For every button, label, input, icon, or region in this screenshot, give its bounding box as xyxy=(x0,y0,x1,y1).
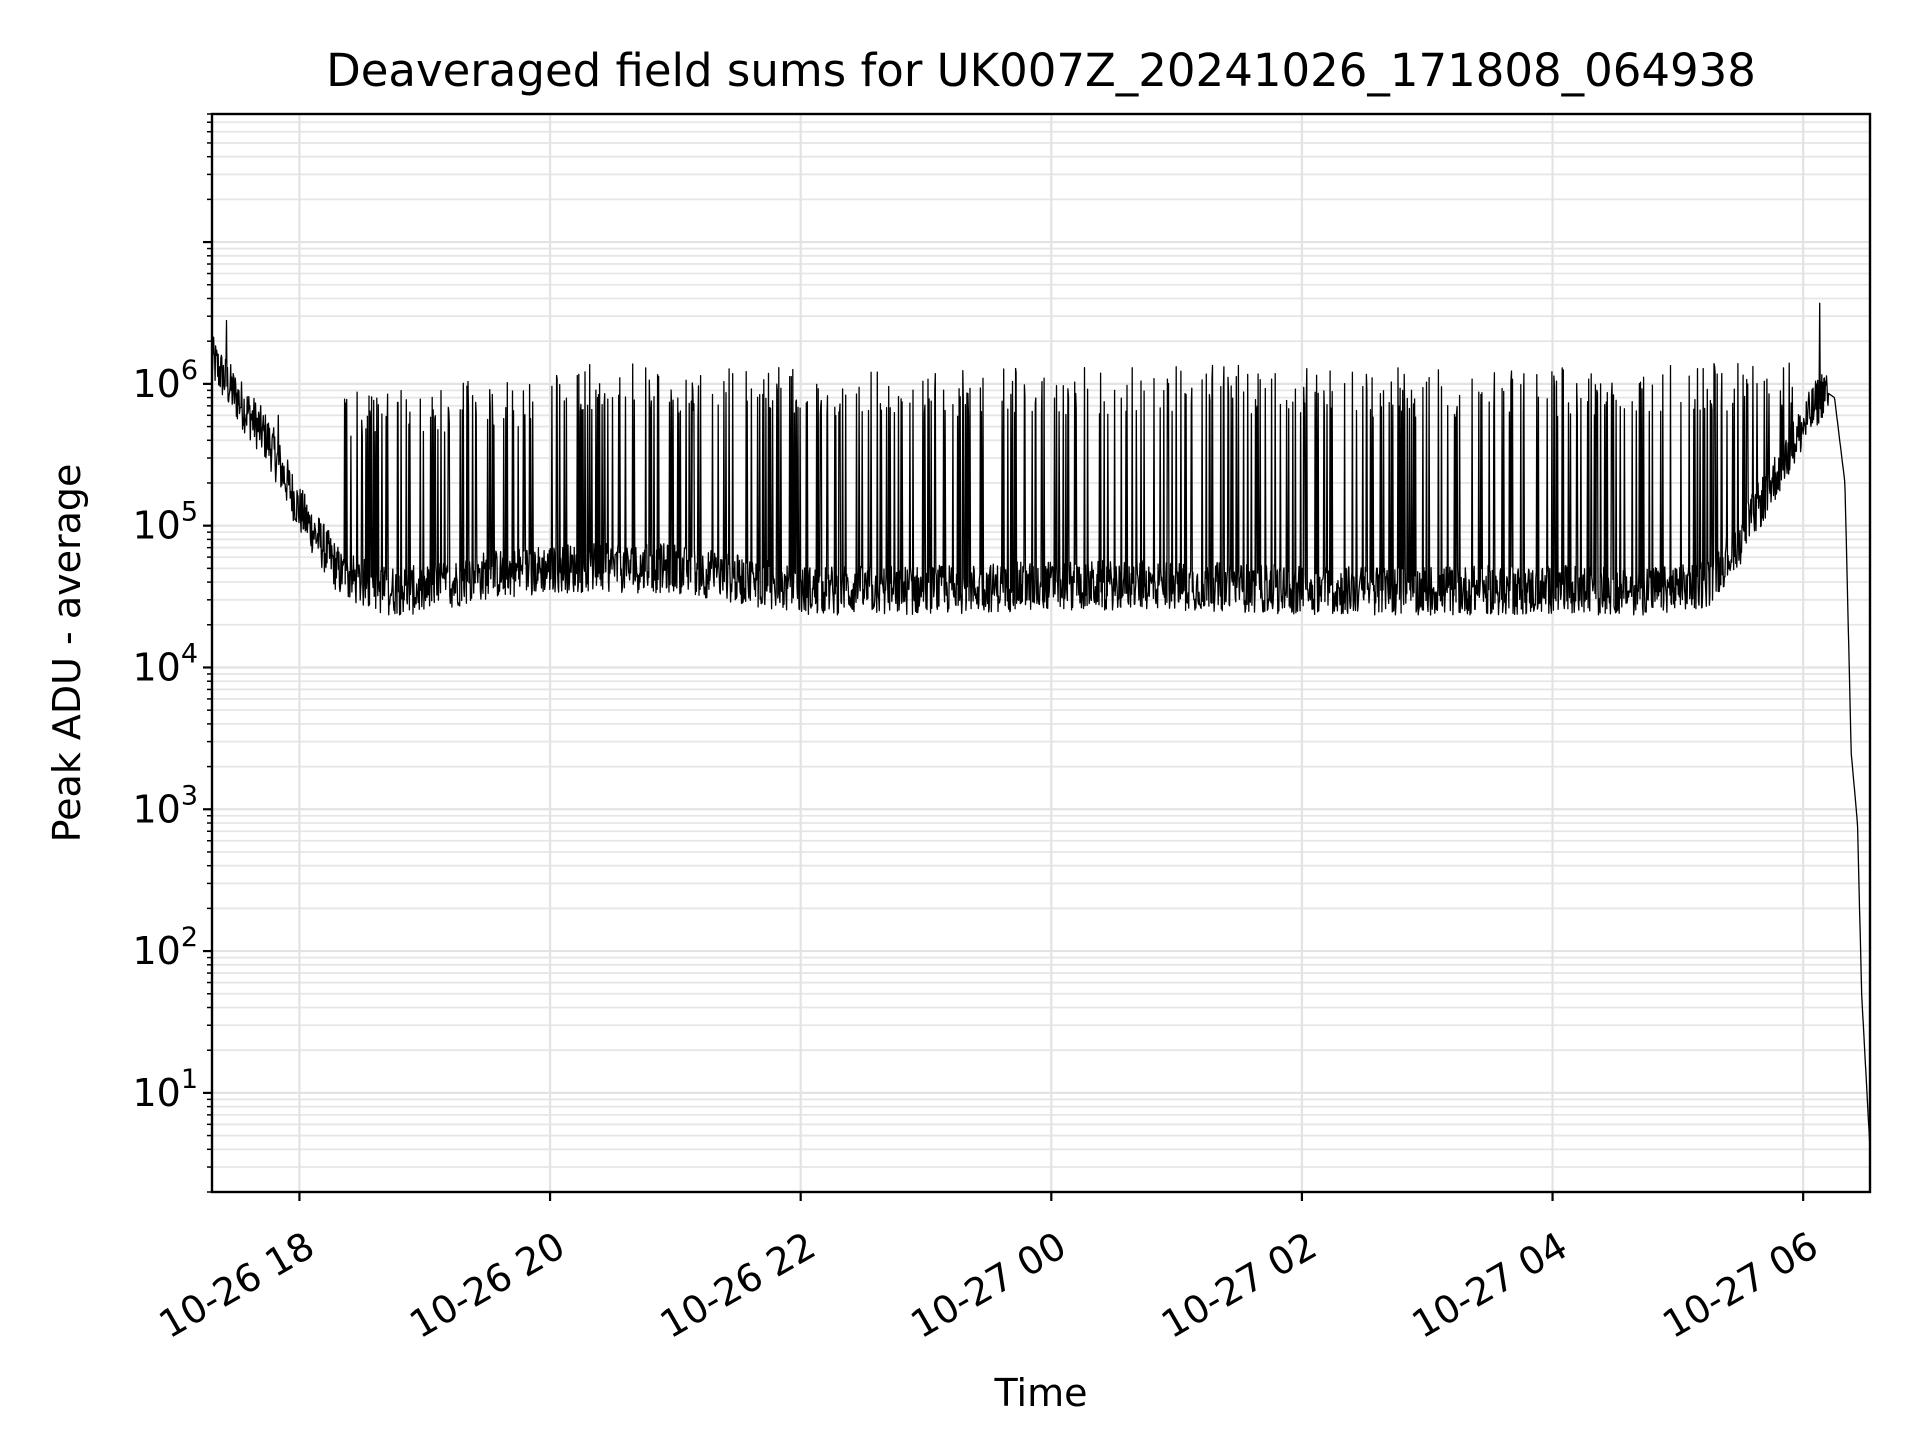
plot-area-frame xyxy=(210,112,1872,1194)
y-tick-label: 106 xyxy=(132,355,198,406)
series-layer xyxy=(211,302,1871,1150)
y-axis-label: Peak ADU - average xyxy=(45,464,89,843)
y-tick-label: 101 xyxy=(132,1064,198,1115)
x-tick-label: 10-27 00 xyxy=(903,1223,1073,1347)
chart-title: Deaveraged field sums for UK007Z_2024102… xyxy=(326,44,1756,97)
minor-gridlines xyxy=(212,113,1870,1193)
x-tick-label: 10-27 04 xyxy=(1405,1223,1575,1347)
x-tick-label: 10-27 06 xyxy=(1655,1223,1825,1347)
x-tick-labels: 10-26 18 10-26 20 10-26 22 10-27 00 10-27 02… xyxy=(152,1223,1826,1347)
y-tick-labels: 101 102 103 104 105 106 xyxy=(132,355,198,1115)
series-line xyxy=(211,302,1871,1150)
y-tick-label: 105 xyxy=(132,497,198,548)
ticks-layer xyxy=(203,113,1805,1201)
major-gridlines xyxy=(212,114,1870,1192)
x-tick-label: 10-26 18 xyxy=(152,1223,322,1347)
y-tick-label: 103 xyxy=(132,780,198,831)
x-tick-label: 10-26 20 xyxy=(402,1223,572,1347)
x-axis-label: Time xyxy=(994,1371,1088,1415)
y-tick-label: 102 xyxy=(132,922,198,973)
x-tick-label: 10-27 02 xyxy=(1154,1223,1324,1347)
x-tick-label: 10-26 22 xyxy=(653,1223,823,1347)
y-tick-label: 104 xyxy=(132,638,198,689)
